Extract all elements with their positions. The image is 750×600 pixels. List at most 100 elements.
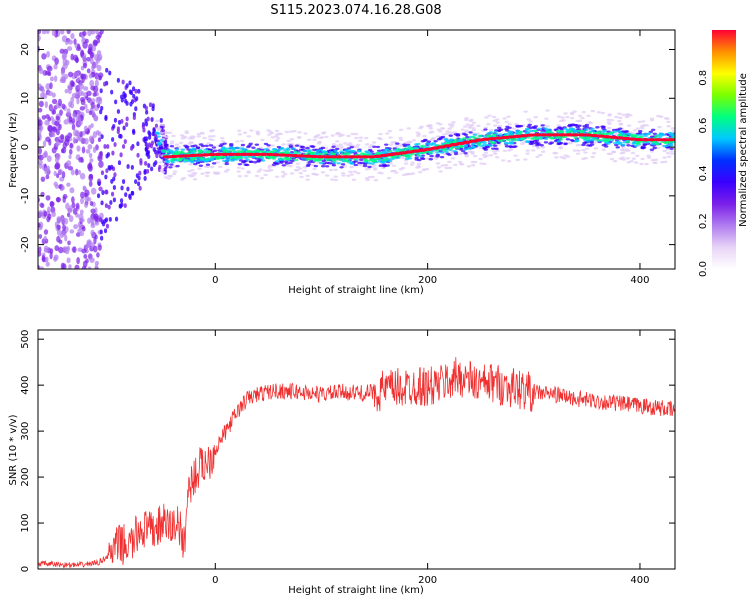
heatmap-cell (129, 145, 134, 151)
heatmap-cell (544, 117, 549, 120)
heatmap-cell (212, 149, 218, 152)
heatmap-cell (414, 147, 419, 151)
heatmap-cell (70, 102, 75, 109)
heatmap-cell (444, 166, 449, 170)
heatmap-cell (71, 92, 77, 99)
heatmap-cell (134, 179, 138, 185)
heatmap-cell (497, 129, 502, 132)
heatmap-cell (191, 174, 196, 177)
heatmap-cell (378, 137, 383, 141)
heatmap-cell (155, 119, 160, 123)
heatmap-cell (38, 67, 44, 74)
heatmap-cell (221, 146, 226, 150)
heatmap-cell (524, 131, 530, 135)
heatmap-cell (331, 145, 336, 148)
heatmap-cell (82, 41, 88, 49)
heatmap-cell (578, 114, 583, 118)
heatmap-cell (640, 157, 645, 161)
heatmap-cell (483, 151, 489, 154)
heatmap-cell (416, 132, 422, 136)
heatmap-cell (208, 144, 214, 147)
heatmap-cell (535, 155, 540, 159)
heatmap-cell (53, 75, 58, 83)
heatmap-cell (458, 138, 464, 141)
heatmap-cell (152, 147, 156, 152)
heatmap-cell (569, 112, 575, 116)
heatmap-cell (76, 134, 81, 141)
heatmap-cell (482, 162, 487, 165)
colorbar-tick-label: 0.8 (698, 70, 709, 86)
heatmap-cell (85, 108, 89, 114)
heatmap-cell (614, 143, 619, 147)
heatmap-cell (575, 126, 580, 129)
heatmap-cell (237, 133, 243, 136)
heatmap-cell (164, 135, 169, 139)
heatmap-cell (267, 169, 272, 172)
heatmap-cell (100, 170, 105, 176)
heatmap-cell (364, 136, 369, 140)
heatmap-cell (414, 156, 419, 159)
heatmap-cell (344, 149, 349, 152)
heatmap-cell (444, 163, 449, 167)
heatmap-cell (215, 161, 220, 164)
heatmap-cell (98, 217, 103, 222)
heatmap-cell (237, 175, 243, 178)
heatmap-cell (38, 107, 43, 113)
heatmap-cell (128, 193, 132, 199)
heatmap-cell (351, 178, 357, 182)
heatmap-cell (416, 153, 421, 157)
heatmap-cell (103, 81, 107, 87)
heatmap-cell (515, 158, 520, 162)
heatmap-cell (651, 128, 656, 132)
heatmap-cell (236, 166, 242, 169)
heatmap-cell (161, 170, 166, 174)
heatmap-cell (182, 152, 188, 155)
heatmap-cell (38, 163, 43, 169)
heatmap-cell (391, 164, 397, 167)
heatmap-cell (70, 169, 75, 176)
heatmap-cell (646, 156, 652, 159)
heatmap-cell (150, 166, 154, 172)
heatmap-cell (605, 138, 611, 142)
heatmap-cell (297, 131, 302, 134)
heatmap-cell (395, 142, 400, 145)
heatmap-cell (45, 195, 51, 201)
heatmap-cell (252, 155, 257, 159)
heatmap-cell (38, 100, 44, 108)
heatmap-cell (69, 205, 73, 212)
heatmap-cell (113, 172, 117, 178)
heatmap-cell (119, 198, 124, 204)
heatmap-cell (223, 170, 229, 173)
heatmap-cell (147, 142, 152, 148)
heatmap-cell (46, 155, 52, 163)
heatmap-cell (372, 145, 377, 149)
heatmap-cell (52, 109, 57, 115)
heatmap-cell (284, 130, 289, 134)
heatmap-cell (356, 172, 361, 175)
heatmap-cell (40, 176, 46, 182)
heatmap-cell (86, 239, 92, 245)
heatmap-cell (569, 124, 574, 127)
heatmap-cell (97, 155, 103, 162)
heatmap-cell (605, 132, 611, 136)
heatmap-cell (76, 97, 80, 105)
heatmap-cell (235, 156, 240, 159)
heatmap-cell (621, 158, 627, 161)
heatmap-cell (324, 165, 330, 168)
heatmap-cell (585, 138, 590, 141)
heatmap-cell (61, 171, 66, 179)
heatmap-cell (665, 138, 675, 142)
heatmap-cell (266, 150, 272, 154)
heatmap-cell (156, 135, 161, 138)
heatmap-cell (138, 185, 142, 191)
heatmap-cell (349, 173, 354, 176)
heatmap-cell (291, 147, 296, 150)
heatmap-cell (332, 161, 337, 164)
heatmap-cell (410, 172, 416, 175)
y-tick-label: -20 (20, 236, 31, 252)
heatmap-cell (169, 142, 174, 145)
heatmap-cell (55, 128, 60, 136)
heatmap-cell (114, 216, 119, 222)
heatmap-cell (164, 143, 169, 146)
